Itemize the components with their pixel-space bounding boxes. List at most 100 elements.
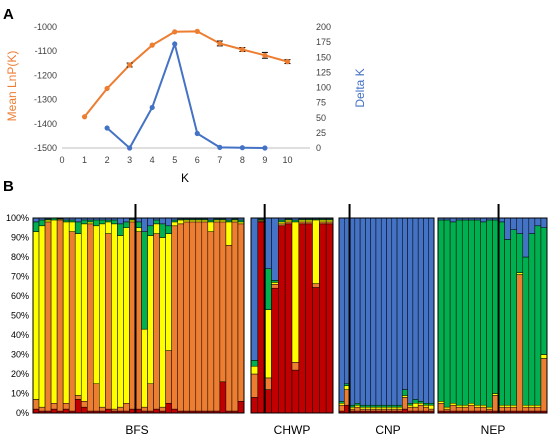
right-tick-label: 25 xyxy=(316,128,326,138)
y-tick-label: 10% xyxy=(11,389,29,399)
bar-segment xyxy=(397,407,402,409)
bar-segment xyxy=(142,407,148,411)
y-tick-label: 80% xyxy=(11,252,29,262)
bar-segment xyxy=(75,222,81,234)
bar-segment xyxy=(376,405,381,407)
data-point xyxy=(240,47,245,52)
bar-segment xyxy=(313,220,320,284)
bar-segment xyxy=(292,222,299,362)
right-tick-label: 125 xyxy=(316,67,331,77)
bar-segment xyxy=(360,218,365,405)
bar-segment xyxy=(148,384,154,411)
bar-segment xyxy=(511,407,517,411)
bar-segment xyxy=(381,407,386,409)
bar-segment xyxy=(376,218,381,405)
bar-segment xyxy=(111,409,117,411)
bar-segment xyxy=(529,405,535,407)
bar-segment xyxy=(117,224,123,236)
bar-segment xyxy=(190,220,196,222)
bar-segment xyxy=(238,224,244,401)
bar-segment xyxy=(392,218,397,405)
bar-segment xyxy=(117,407,123,411)
bar-segment xyxy=(486,409,492,411)
bar-segment xyxy=(105,409,111,413)
bar-segment xyxy=(87,220,93,222)
bar-segment xyxy=(423,407,428,411)
bar-segment xyxy=(339,405,344,411)
bar-segment xyxy=(81,220,87,224)
bar-segment xyxy=(160,407,166,411)
data-point xyxy=(240,145,245,150)
bar-segment xyxy=(541,358,547,411)
bar-segment xyxy=(418,218,423,401)
bar-segment xyxy=(51,403,57,409)
bar-segment xyxy=(402,390,407,396)
bar-segment xyxy=(523,257,529,405)
bar-segment xyxy=(438,401,444,403)
bar-segment xyxy=(326,220,333,222)
bar-segment xyxy=(535,407,541,411)
bar-segment xyxy=(535,226,541,405)
bar-segment xyxy=(33,218,39,222)
bar-segment xyxy=(111,224,117,409)
bar-segment xyxy=(196,220,202,222)
bar-segment xyxy=(299,224,306,413)
x-tick-label: 5 xyxy=(172,155,177,165)
bar-segment xyxy=(63,409,69,413)
bar-segment xyxy=(154,224,160,234)
left-tick-label: -1100 xyxy=(35,46,57,56)
bar-segment xyxy=(292,370,299,413)
bar-segment xyxy=(413,403,418,407)
bar-segment xyxy=(313,288,320,414)
bar-segment xyxy=(160,218,166,224)
bar-segment xyxy=(306,224,313,413)
y-tick-label: 60% xyxy=(11,291,29,301)
bar-segment xyxy=(450,218,456,222)
bar-segment xyxy=(462,220,468,405)
bar-segment xyxy=(408,405,413,407)
bar-segment xyxy=(535,405,541,407)
y-tick-label: 70% xyxy=(11,272,29,282)
bar-segment xyxy=(251,397,258,413)
bar-segment xyxy=(226,220,232,222)
right-axis-label: Delta K xyxy=(353,68,367,107)
bar-segment xyxy=(397,409,402,411)
bar-segment xyxy=(278,224,285,226)
bar-segment xyxy=(75,395,81,399)
bar-segment xyxy=(285,222,292,224)
bar-segment xyxy=(75,399,81,413)
y-tick-label: 100% xyxy=(6,213,29,223)
x-tick-label: 6 xyxy=(195,155,200,165)
bar-segment xyxy=(81,401,87,407)
group-label: CHWP xyxy=(274,423,311,437)
bar-segment xyxy=(413,399,418,403)
bar-segment xyxy=(371,405,376,407)
bar-segment xyxy=(63,403,69,409)
left-axis-label: Mean LnP(K) xyxy=(5,51,19,122)
bar-segment xyxy=(184,220,190,222)
bar-segment xyxy=(306,222,313,224)
bar-segment xyxy=(355,407,360,411)
bar-segment xyxy=(339,218,344,401)
bar-segment xyxy=(511,218,517,230)
bar-segment xyxy=(265,310,272,378)
bar-segment xyxy=(238,220,244,222)
bar-segment xyxy=(232,222,238,411)
bar-segment xyxy=(265,218,272,269)
bar-segment xyxy=(408,407,413,411)
bar-segment xyxy=(208,232,214,411)
bar-segment xyxy=(402,218,407,390)
bar-segment xyxy=(480,222,486,405)
bar-segment xyxy=(381,218,386,405)
bar-segment xyxy=(371,409,376,411)
bar-segment xyxy=(387,409,392,411)
bar-segment xyxy=(438,220,444,401)
panel-label-b: B xyxy=(3,178,14,195)
bar-segment xyxy=(402,397,407,409)
bar-segment xyxy=(486,220,492,407)
bar-segment xyxy=(39,226,45,407)
bar-segment xyxy=(474,407,480,411)
bar-segment xyxy=(105,234,111,410)
bar-segment xyxy=(39,220,45,226)
